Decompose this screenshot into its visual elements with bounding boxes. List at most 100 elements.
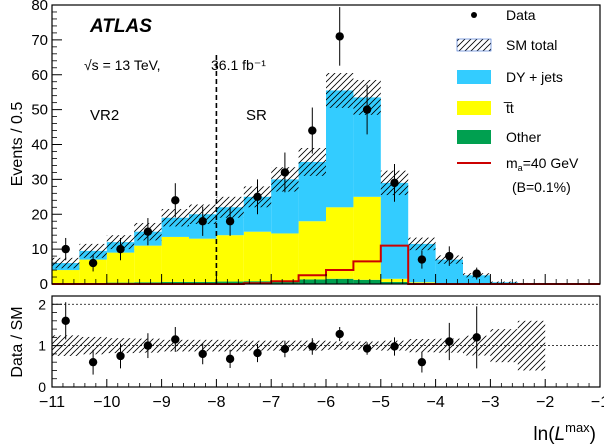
ratio-point-3 — [143, 341, 153, 350]
bar-ttbar-10 — [326, 207, 354, 279]
ratio-point-1 — [88, 357, 98, 367]
data-point-6 — [225, 217, 235, 226]
bar-ttbar-7 — [243, 231, 272, 282]
legend-swatch-ttbar — [457, 101, 491, 115]
ratio-point-15 — [472, 333, 481, 342]
atlas-label: ATLAS — [89, 16, 152, 37]
x-tick-label-10: −1 — [591, 394, 604, 411]
sm-band-bin-4 — [161, 209, 189, 227]
data-point-8 — [280, 168, 290, 177]
region-label-vr2: VR2 — [90, 107, 119, 124]
data-point-11 — [362, 105, 372, 114]
bar-ttbar-4 — [161, 236, 189, 282]
bar-ttbar-11 — [353, 196, 381, 280]
bar-other-10 — [326, 278, 354, 284]
main-y-label: Events / 0.5 — [9, 102, 26, 187]
main-y-tick-label-60: 60 — [31, 67, 48, 84]
legend-data-label: Data — [506, 7, 536, 23]
x-axis-label: ln(Lmax) — [533, 420, 596, 445]
main-y-tick-label-80: 80 — [31, 0, 48, 14]
bar-ttbar-0 — [52, 270, 80, 284]
main-y-tick-label-30: 30 — [31, 171, 48, 188]
sm-band-bin-1 — [79, 243, 107, 258]
bar-other-4 — [161, 281, 189, 284]
bar-other-11 — [353, 279, 381, 284]
ratio-point-11 — [362, 344, 372, 353]
data-points — [61, 7, 481, 280]
bar-ttbar-8 — [271, 233, 299, 281]
data-point-0 — [61, 244, 70, 254]
ratio-point-0 — [61, 316, 70, 326]
sm-band-bin-0 — [52, 257, 80, 269]
data-point-15 — [472, 269, 481, 278]
ratio-y-label: Data / SM — [9, 306, 26, 377]
x-tick-label-2: −9 — [152, 394, 170, 411]
x-tick-label-8: −3 — [481, 394, 499, 411]
data-point-2 — [116, 244, 125, 254]
legend-sm-total-label: SM total — [506, 37, 557, 53]
sm-band-bin-16 — [490, 281, 518, 283]
legend-swatch-other — [457, 130, 491, 144]
lumi-label: 36.1 fb⁻¹ — [211, 57, 266, 73]
ratio-point-13 — [417, 357, 427, 367]
data-point-13 — [417, 255, 427, 264]
region-label-sr: SR — [246, 107, 267, 124]
ratio-band-bin-6 — [216, 339, 244, 352]
data-point-3 — [143, 227, 153, 236]
legend-signal-br: (B=0.1%) — [512, 179, 571, 195]
data-point-4 — [171, 196, 180, 205]
legend-marker-data — [471, 12, 477, 18]
stacked-histogram — [52, 90, 546, 284]
x-tick-label-9: −2 — [536, 394, 554, 411]
main-y-tick-label-50: 50 — [31, 102, 48, 119]
sm-band-bin-10 — [326, 73, 354, 108]
legend-swatch-sm-total — [456, 38, 492, 52]
ratio-y-tick-label-0: 0 — [38, 379, 46, 395]
bar-other-5 — [189, 281, 217, 284]
bar-ttbar-13 — [408, 282, 436, 284]
ratio-point-10 — [335, 329, 344, 339]
main-y-tick-label-70: 70 — [31, 32, 48, 49]
ratio-point-2 — [116, 351, 125, 361]
x-tick-label-5: −6 — [317, 394, 335, 411]
bar-ttbar-5 — [189, 238, 217, 282]
bar-other-9 — [298, 279, 326, 284]
ratio-points — [61, 302, 481, 375]
ratio-y-tick-label-1: 1 — [38, 338, 46, 354]
x-tick-label-3: −8 — [207, 394, 225, 411]
sm-band-bin-13 — [408, 237, 436, 251]
bar-ttbar-12 — [380, 278, 409, 282]
legend: Data SM total DY + jets t̅t Other ma=40 … — [456, 7, 579, 195]
legend-dy-label: DY + jets — [506, 69, 563, 85]
bar-other-12 — [380, 281, 409, 284]
ratio-point-8 — [280, 344, 290, 354]
bar-dy-jets-14 — [435, 259, 463, 284]
main-y-axis: 0 10 20 30 40 50 60 70 80 — [31, 0, 62, 293]
bar-other-6 — [216, 281, 244, 284]
main-y-tick-label-0: 0 — [40, 276, 48, 293]
ratio-point-12 — [390, 342, 399, 351]
ratio-y-axis: 0 1 2 — [38, 296, 62, 395]
data-point-12 — [390, 178, 399, 188]
legend-swatch-dy — [457, 70, 491, 84]
ratio-panel: 0 1 2 −11 −10 −9 −8 −7 −6 −5 −4 −3 −2 −1 Data / SM l… — [9, 295, 604, 445]
ratio-point-4 — [171, 335, 180, 344]
legend-other-label: Other — [506, 129, 541, 145]
data-point-14 — [445, 251, 454, 261]
energy-label: √s = 13 TeV, — [84, 57, 161, 73]
data-point-5 — [198, 217, 207, 226]
data-point-1 — [88, 258, 98, 268]
data-point-9 — [308, 126, 317, 135]
main-y-tick-label-10: 10 — [31, 241, 48, 258]
x-tick-label-4: −7 — [262, 394, 280, 411]
bar-ttbar-3 — [134, 245, 162, 283]
ratio-point-6 — [225, 354, 235, 364]
ratio-y-tick-label-2: 2 — [38, 296, 46, 312]
ratio-point-14 — [445, 337, 454, 346]
bar-dy-jets-10 — [326, 90, 354, 208]
x-tick-label-0: −11 — [39, 394, 65, 411]
legend-ttbar-label: t̅t — [503, 100, 514, 116]
bar-other-8 — [271, 280, 299, 284]
main-x-ticks — [51, 274, 601, 284]
